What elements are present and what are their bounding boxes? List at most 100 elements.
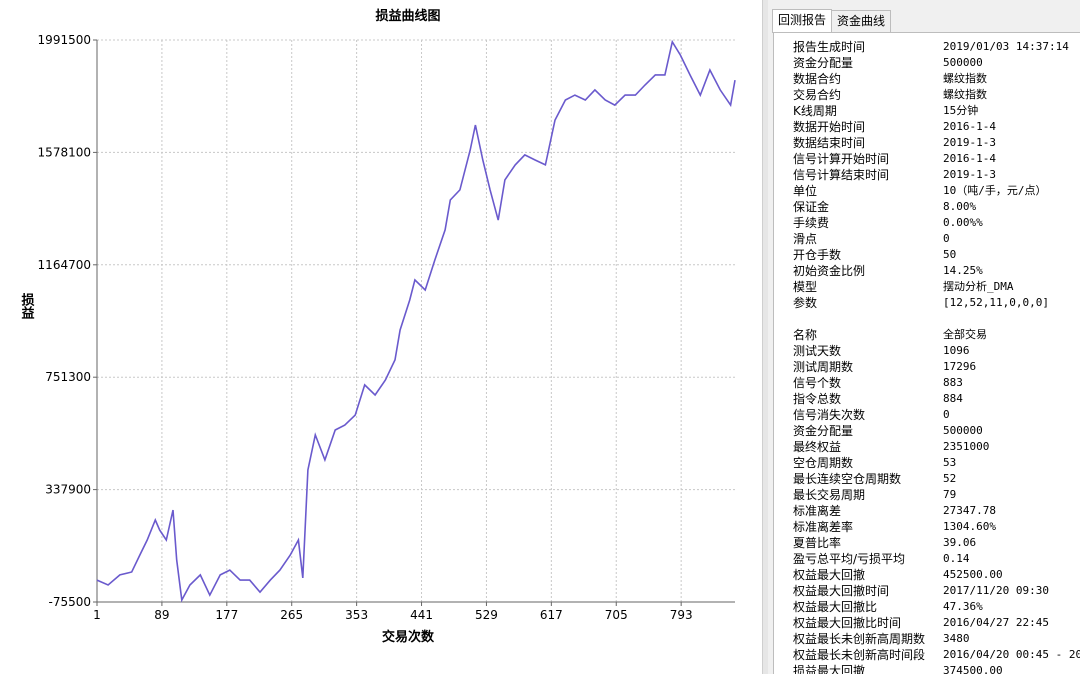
report-panel: 回测报告 资金曲线 报告生成时间 2019/01/03 14:37:14 资金分配量… <box>768 0 1080 674</box>
report-value: 79 <box>943 488 957 501</box>
report-key: 交易合约 <box>793 88 842 102</box>
report-value: 500000 <box>943 424 983 437</box>
report-value: 0.14 <box>943 552 970 565</box>
report-key: 夏普比率 <box>793 536 842 550</box>
chart-title: 损益曲线图 <box>375 8 440 24</box>
report-key: 滑点 <box>793 232 818 246</box>
report-value: 17296 <box>943 360 977 373</box>
x-tick-label: 441 <box>410 608 433 622</box>
report-value: 0 <box>943 408 950 421</box>
y-tick-label: 337900 <box>45 483 91 497</box>
report-key: 数据结束时间 <box>793 136 866 150</box>
x-tick-label: 177 <box>215 608 238 622</box>
report-key: 保证金 <box>793 200 830 214</box>
x-tick-label: 89 <box>154 608 169 622</box>
x-tick-label: 617 <box>540 608 563 622</box>
y-tick-label: 1578100 <box>38 145 91 159</box>
chart: 损益曲线图 交易次数 损益 -75500 337900 751300 1164700 1… <box>19 8 736 645</box>
report-value: 2016-1-4 <box>943 120 996 133</box>
report-value: 15分钟 <box>943 104 979 117</box>
report-value: 2019-1-3 <box>943 168 996 181</box>
report-value: 1304.60% <box>943 520 996 533</box>
report-value: 39.06 <box>943 536 977 549</box>
report-key: 参数 <box>793 296 818 310</box>
report-value: 53 <box>943 456 957 469</box>
x-tick-label: 705 <box>605 608 628 622</box>
report-value: 2016-1-4 <box>943 152 996 165</box>
report-value: 0 <box>943 232 950 245</box>
report-key: 最长连续空仓周期数 <box>793 472 902 486</box>
report-key: 模型 <box>793 280 818 294</box>
report-value: 884 <box>943 392 963 405</box>
report-table: 报告生成时间 2019/01/03 14:37:14 资金分配量 500000 数据合约… <box>773 32 1080 674</box>
report-value: 500000 <box>943 56 983 69</box>
report-value: 摆动分析_DMA <box>943 280 1014 293</box>
plot-area <box>97 40 735 602</box>
tab[interactable]: 回测报告 <box>772 9 833 33</box>
report-key: 权益最大回撤比时间 <box>793 616 902 630</box>
report-value: [12,52,11,0,0,0] <box>943 296 1049 309</box>
x-tick-label: 353 <box>345 608 368 622</box>
report-value: 1096 <box>943 344 970 357</box>
report-key: 最终权益 <box>793 440 842 454</box>
y-tick-label: 751300 <box>45 370 91 384</box>
report-key: 信号个数 <box>793 376 842 390</box>
report-value: 8.00% <box>943 200 977 213</box>
report-value: 0.00%% <box>943 216 983 229</box>
report-key: 信号计算结束时间 <box>793 168 890 182</box>
x-axis-label: 交易次数 <box>382 629 435 645</box>
report-value: 14.25% <box>943 264 983 277</box>
report-value: 2351000 <box>943 440 990 453</box>
report-key: 信号消失次数 <box>793 408 866 422</box>
x-tick-label: 529 <box>475 608 498 622</box>
report-value: 883 <box>943 376 963 389</box>
y-tick-label: -75500 <box>48 595 91 609</box>
report-key: 空仓周期数 <box>793 456 854 470</box>
report-value: 452500.00 <box>943 568 1003 581</box>
report-key: 权益最长未创新高周期数 <box>793 632 926 646</box>
report-key: 损益最大回撤 <box>793 664 866 674</box>
report-value: 螺纹指数 <box>943 72 987 85</box>
report-key: 信号计算开始时间 <box>793 152 890 166</box>
report-value: 50 <box>943 248 957 261</box>
tab[interactable]: 资金曲线 <box>831 10 892 32</box>
report-value: 2019-1-3 <box>943 136 996 149</box>
x-tick-label: 265 <box>280 608 303 622</box>
report-key: 测试天数 <box>793 344 842 358</box>
report-key: 数据开始时间 <box>793 120 866 134</box>
report-key: 开仓手数 <box>793 248 842 262</box>
report-key: 权益最大回撤比 <box>793 600 878 614</box>
report-value: 全部交易 <box>943 328 987 341</box>
report-key: 权益最长未创新高时间段 <box>793 648 926 662</box>
report-key: 数据合约 <box>793 72 842 86</box>
x-tick-label: 1 <box>93 608 101 622</box>
report-key: 资金分配量 <box>793 56 854 70</box>
report-value: 3480 <box>943 632 970 645</box>
report-key: 测试周期数 <box>793 360 854 374</box>
report-key: 单位 <box>793 184 818 198</box>
y-axis-label: 损益 <box>19 292 35 320</box>
report-value: 2019/01/03 14:37:14 <box>943 40 1069 53</box>
report-key: 资金分配量 <box>793 424 854 438</box>
y-tick-label: 1991500 <box>38 33 91 47</box>
report-value: 47.36% <box>943 600 983 613</box>
report-value: 2017/11/20 09:30 <box>943 584 1049 597</box>
report-value: 52 <box>943 472 957 485</box>
y-tick-label: 1164700 <box>38 258 91 272</box>
x-tick-label: 793 <box>670 608 693 622</box>
report-value: 2016/04/20 00:45 - 2016 <box>943 648 1080 661</box>
report-key: 初始资金比例 <box>793 264 866 278</box>
report-key: 标准离差率 <box>793 520 854 534</box>
report-key: 权益最大回撤时间 <box>793 584 890 598</box>
report-key: 指令总数 <box>793 392 842 406</box>
report-key: 名称 <box>793 328 818 342</box>
report-value: 374500.00 <box>943 664 1003 674</box>
splitter[interactable] <box>762 0 769 674</box>
report-value: 2016/04/27 22:45 <box>943 616 1049 629</box>
report-value: 10（吨/手，元/点） <box>943 184 1047 197</box>
report-key: 标准离差 <box>793 504 842 518</box>
report-value: 螺纹指数 <box>943 88 987 101</box>
tab-bar: 回测报告 资金曲线 <box>772 9 892 33</box>
report-key: 报告生成时间 <box>793 40 866 54</box>
